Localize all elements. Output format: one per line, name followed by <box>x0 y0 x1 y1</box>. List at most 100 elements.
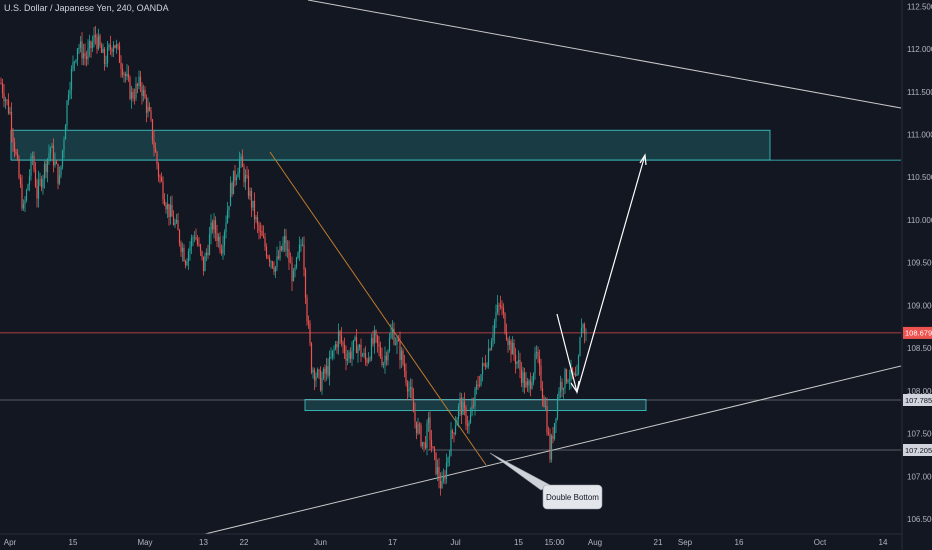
candle <box>247 176 250 197</box>
candle <box>288 249 290 263</box>
time-tick-label: 22 <box>240 538 249 547</box>
candle <box>97 35 100 49</box>
candle <box>58 175 61 184</box>
candle <box>397 339 400 342</box>
candle <box>94 35 97 38</box>
candle <box>121 68 124 75</box>
candle <box>54 161 56 166</box>
candle <box>18 158 20 178</box>
candle <box>0 83 2 85</box>
candle <box>30 156 32 177</box>
candle <box>321 378 323 391</box>
candle <box>352 340 355 351</box>
support-price-tag[interactable]: 107.785 <box>903 394 932 406</box>
candle <box>69 89 71 95</box>
low-price-tag[interactable]: 107.205 <box>903 444 932 456</box>
candle <box>22 204 25 209</box>
candle <box>165 205 167 210</box>
candle <box>546 405 548 433</box>
time-tick-label: Jul <box>450 538 460 547</box>
candle <box>145 98 148 113</box>
candle <box>183 247 185 262</box>
candle <box>582 324 584 328</box>
candle <box>223 231 226 246</box>
candle <box>84 53 86 57</box>
candle <box>6 99 8 101</box>
candle <box>265 246 268 257</box>
candle <box>96 37 98 49</box>
candle <box>394 344 397 346</box>
last-price-tag[interactable]: 108.679 <box>903 326 932 339</box>
candle <box>517 360 520 363</box>
last-price-tag-bg <box>903 326 932 339</box>
candle <box>571 367 574 375</box>
callout-box[interactable] <box>542 484 603 510</box>
candle <box>328 357 331 376</box>
price-tick-label: 107.000 <box>907 472 932 481</box>
diagonal-trendline[interactable] <box>269 151 487 466</box>
candle <box>283 235 286 244</box>
candle <box>541 388 544 399</box>
candle <box>313 370 316 381</box>
candle <box>135 84 137 99</box>
candle <box>258 224 260 231</box>
candle <box>447 457 449 463</box>
candle <box>345 353 347 361</box>
descending-trendline[interactable] <box>307 0 902 109</box>
candle <box>555 418 557 423</box>
candle <box>297 252 299 258</box>
ascending-trendline[interactable] <box>204 365 902 535</box>
candle <box>225 222 227 232</box>
candle <box>492 334 494 342</box>
candle <box>171 204 173 217</box>
candle <box>21 184 23 209</box>
candle <box>493 320 496 335</box>
candle <box>127 73 130 78</box>
candle <box>174 222 176 225</box>
candle <box>565 369 568 382</box>
candle <box>462 401 464 415</box>
candle <box>369 358 371 360</box>
candle <box>177 220 179 231</box>
candle <box>475 384 478 389</box>
candle <box>211 222 214 230</box>
time-tick-label: May <box>137 538 152 547</box>
candle <box>214 220 217 233</box>
candle <box>202 256 205 272</box>
candle <box>498 304 500 306</box>
candle <box>166 203 169 210</box>
candle <box>55 161 58 164</box>
candle <box>454 425 457 434</box>
candle <box>219 236 221 250</box>
candle <box>255 217 257 220</box>
candle <box>331 350 334 357</box>
candle <box>420 424 422 447</box>
candle <box>337 331 340 348</box>
candle <box>73 61 76 63</box>
candle <box>274 266 277 272</box>
candle <box>484 363 487 368</box>
candle <box>12 132 14 143</box>
candle <box>301 244 304 246</box>
projection-path[interactable] <box>556 154 646 395</box>
candle <box>471 405 473 415</box>
candle <box>364 353 367 361</box>
candle <box>358 344 361 348</box>
candle <box>204 255 206 272</box>
candle <box>259 230 262 232</box>
candle <box>36 186 38 199</box>
price-tick-label: 112.500 <box>907 2 932 11</box>
candle <box>307 321 310 324</box>
candle <box>253 200 256 220</box>
candle <box>39 179 41 181</box>
candle <box>342 342 344 345</box>
candle <box>403 363 406 371</box>
candle <box>504 313 506 333</box>
resistance-zone[interactable] <box>10 129 771 161</box>
candle <box>264 237 266 247</box>
candle <box>240 156 242 159</box>
candle <box>300 244 302 246</box>
candle <box>316 369 319 377</box>
candle <box>237 172 239 178</box>
